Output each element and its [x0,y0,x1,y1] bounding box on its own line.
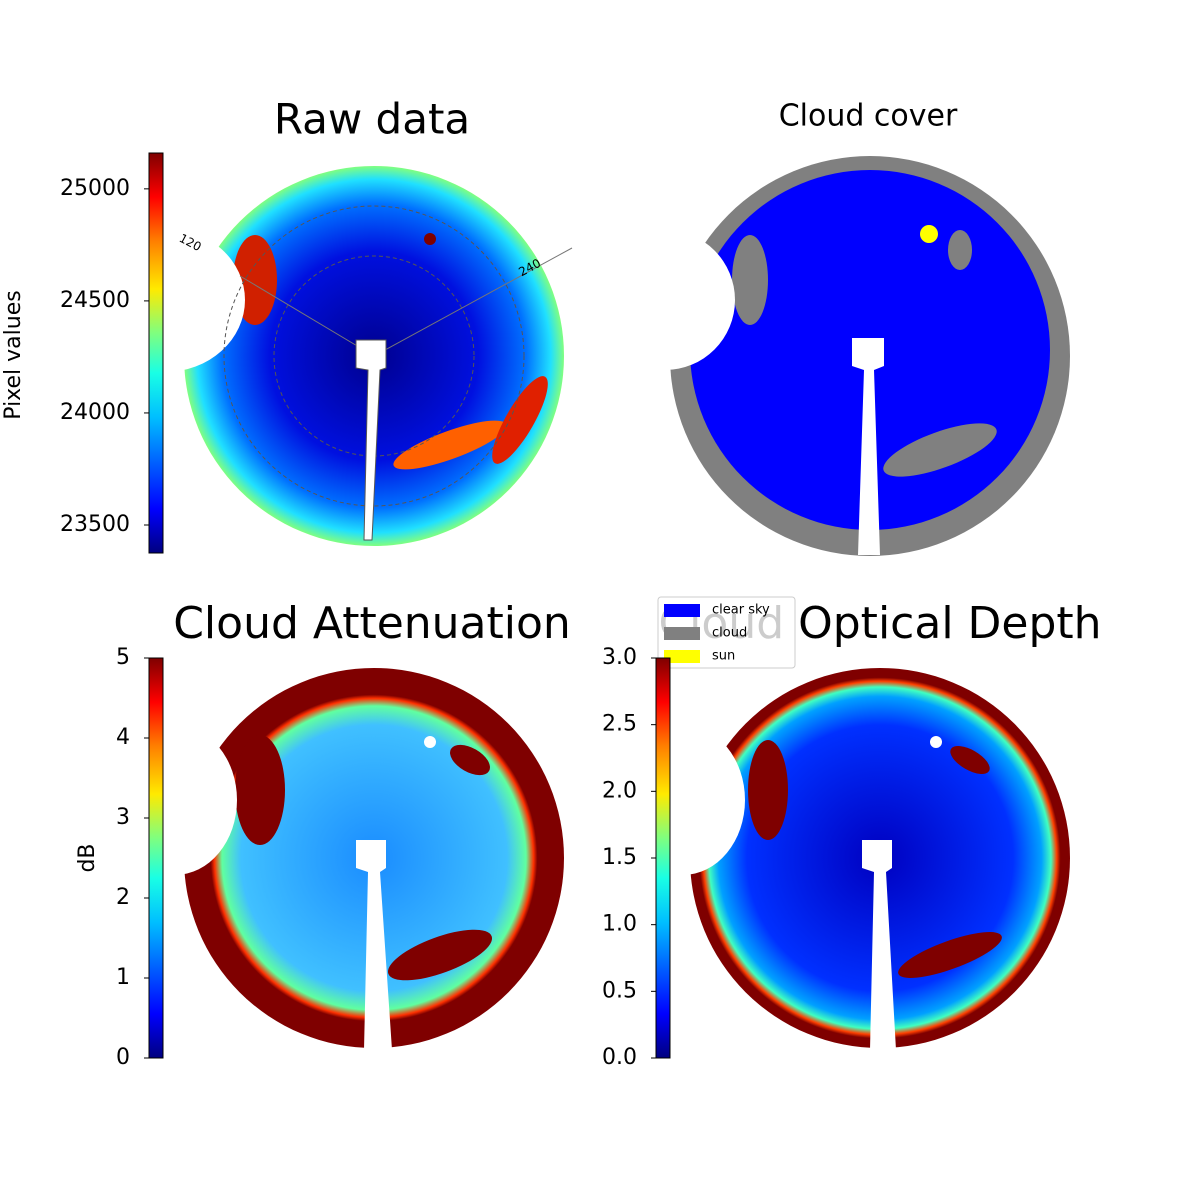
cloud-blob [387,929,493,981]
mast [355,339,387,541]
tick-label: 0.5 [602,978,637,1003]
sun [920,225,938,243]
cloud-blob [950,746,990,774]
colorbar [655,657,671,1059]
mask [621,725,745,875]
tick-label: 25000 [60,176,130,201]
mask [350,548,400,560]
panel-title: Raw data [274,95,470,144]
cloud-region [948,230,972,270]
mask [113,725,237,875]
mast [852,338,884,555]
panel-title: Cloud cover [779,99,958,134]
cloud-blob [492,376,548,464]
tick-label: 23500 [60,512,130,537]
polar-spoke [373,247,573,357]
cloud-blob [235,735,285,845]
legend-swatch [664,627,700,640]
cloud-blob [393,420,507,470]
mask [595,230,735,370]
colorbar-label: Pixel values [1,290,26,419]
panel-title: Cloud Attenuation [173,598,571,649]
polar-ring [223,205,525,507]
colorbar-label: dB [75,843,100,872]
tick-label: 5 [116,645,130,670]
colorbar [148,152,164,554]
cloud-region [732,235,768,325]
mask [85,228,245,372]
mast [862,840,896,1050]
attenuation-image [113,668,564,1050]
cloud-blob [450,744,490,776]
cloud-cover-image [595,156,1070,556]
cloud-blob [898,932,1002,978]
colorbar [148,657,164,1059]
tick-label: 2 [116,885,130,910]
tick-label: 0.0 [602,1045,637,1070]
tick-label: 2.5 [602,712,637,737]
legend-swatch [664,650,700,663]
sun [930,736,942,748]
cloud-region [883,423,997,477]
raw-image [85,166,573,560]
tick-label: 1.5 [602,845,637,870]
optical-depth-image [621,668,1070,1050]
tick-label: 24000 [60,400,130,425]
tick-label: 4 [116,725,130,750]
legend-label: sun [712,649,735,664]
legend-swatch [664,604,700,617]
tick-label: 1 [116,965,130,990]
tick-label: 24500 [60,288,130,313]
legend-label: cloud [712,626,747,641]
cloud-blob [748,740,788,840]
mast [356,840,392,1050]
sun [424,233,436,245]
tick-label: 3.0 [602,645,637,670]
tick-label: 2.0 [602,778,637,803]
tick-label: 3 [116,805,130,830]
polar-spoke [239,275,375,357]
tick-label: 1.0 [602,912,637,937]
tick-label: 0 [116,1045,130,1070]
legend-label: clear sky [712,603,770,618]
sun [424,736,436,748]
